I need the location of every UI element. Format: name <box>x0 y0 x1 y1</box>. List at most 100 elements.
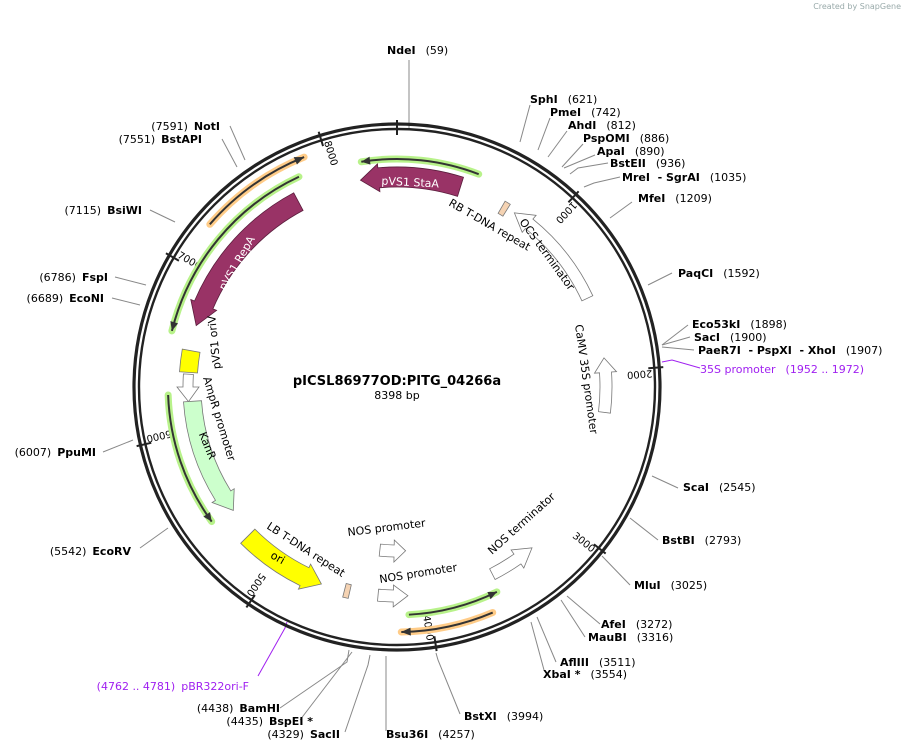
enzyme-name: ApaI <box>597 145 625 158</box>
enzyme-label[interactable]: AhdI (812) <box>568 119 636 132</box>
enzyme-label[interactable]: PaqCI (1592) <box>678 267 760 280</box>
enzyme-label[interactable]: MreI - SgrAI (1035) <box>622 171 746 184</box>
enzyme-label[interactable]: Bsu36I (4257) <box>386 728 475 741</box>
enzyme-label[interactable]: BstBI (2793) <box>662 534 741 547</box>
enzyme-label[interactable]: Eco53kI (1898) <box>692 318 787 331</box>
enzyme-position: (7115) <box>64 204 102 217</box>
enzyme-label[interactable]: (4435) BspEI * <box>226 715 313 728</box>
enzyme-position: (3994) <box>506 710 544 723</box>
feature-label-nos-promoter-1[interactable]: NOS promoter <box>347 516 427 539</box>
feature-label-pvs1-staa[interactable]: pVS1 StaA <box>381 175 440 191</box>
enzyme-label[interactable]: BstEII (936) <box>610 157 685 170</box>
enzyme-label[interactable]: ApaI (890) <box>597 145 665 158</box>
orf-line[interactable] <box>170 175 300 332</box>
primer-position: (1952 .. 1972) <box>785 363 865 376</box>
enzyme-position: (3554) <box>590 668 628 681</box>
feature-kanr[interactable] <box>183 400 235 511</box>
enzyme-label[interactable]: PspOMI (886) <box>583 132 669 145</box>
enzyme-label[interactable]: (4329) SacII <box>267 728 340 741</box>
feature-rb-t-dna-repeat[interactable] <box>497 200 511 217</box>
orf-arrowhead-icon <box>401 627 411 636</box>
tick-mark <box>593 543 607 555</box>
primer-label[interactable]: (4762 .. 4781) pBR322ori-F <box>97 680 249 693</box>
orf-arrowhead-icon <box>293 157 305 165</box>
tick-mark <box>648 366 664 370</box>
enzyme-position: (7591) <box>151 120 188 133</box>
feature-nos-terminator[interactable] <box>489 547 533 581</box>
enzyme-label[interactable]: MfeI (1209) <box>638 192 712 205</box>
enzyme-label[interactable]: SphI (621) <box>530 93 597 106</box>
feature-label-nos-terminator[interactable]: NOS terminator <box>485 490 558 557</box>
enzyme-label[interactable]: (4438) BamHI <box>197 702 280 715</box>
enzyme-position: (4438) <box>196 702 234 715</box>
enzyme-position: (1900) <box>729 331 767 344</box>
enzyme-label[interactable]: (5542) EcoRV <box>50 545 131 558</box>
orf-line[interactable] <box>361 157 480 176</box>
enzyme-position: (3511) <box>598 656 636 669</box>
enzyme-label[interactable]: (6007) PpuMI <box>15 446 96 459</box>
enzyme-position: (1209) <box>675 192 712 205</box>
feature-nos-promoter[interactable] <box>378 539 407 563</box>
feature-label-pvs1-oriv[interactable]: pVS1 oriV <box>205 314 224 369</box>
enzyme-label[interactable]: (6689) EcoNI <box>27 292 104 305</box>
enzyme-name: NotI <box>193 120 220 133</box>
feature-pvs1-oriv[interactable] <box>179 348 201 374</box>
enzyme-label[interactable]: AflIII (3511) <box>560 656 636 669</box>
enzyme-name: FspI <box>81 271 108 284</box>
enzyme-label[interactable]: NdeI (59) <box>387 44 448 57</box>
feature-label-camv-35s-promoter[interactable]: CaMV 35S promoter <box>572 324 600 436</box>
feature-pvs1-staa[interactable] <box>359 163 465 197</box>
enzyme-label[interactable]: PmeI (742) <box>550 106 621 119</box>
enzyme-label[interactable]: SacI (1900) <box>694 331 767 344</box>
enzyme-name: AhdI <box>568 119 597 132</box>
enzyme-name: BstXI <box>464 710 497 723</box>
feature-ori[interactable] <box>240 528 323 590</box>
enzyme-label[interactable]: ScaI (2545) <box>683 481 756 494</box>
enzyme-name: EcoNI <box>69 292 104 305</box>
feature-label-ocs-terminator[interactable]: OCS terminator <box>517 216 578 293</box>
enzyme-name: Bsu36I <box>386 728 429 741</box>
enzyme-name: AfeI <box>601 618 626 631</box>
primer-label[interactable]: 35S promoter (1952 .. 1972) <box>700 363 864 376</box>
tick-mark <box>136 441 152 448</box>
tick-mark <box>165 252 180 262</box>
enzyme-label[interactable]: BstXI (3994) <box>464 710 543 723</box>
enzyme-position: (6007) <box>14 446 52 459</box>
enzyme-label[interactable]: (7551) BstAPI <box>119 133 202 146</box>
enzyme-name: AflIII <box>560 656 589 669</box>
enzyme-label[interactable]: (6786) FspI <box>39 271 108 284</box>
enzyme-label[interactable]: (7591) NotI <box>151 120 220 133</box>
feature-label-nos-promoter-2[interactable]: NOS promoter <box>378 561 458 586</box>
enzyme-label[interactable]: (7115) BsiWI <box>64 204 142 217</box>
enzyme-label[interactable]: XbaI * (3554) <box>543 668 627 681</box>
enzyme-name: MreI - SgrAI <box>622 171 700 184</box>
orf-highlight <box>405 588 501 619</box>
enzyme-name: SacI <box>694 331 720 344</box>
feature-camv-35s-promoter[interactable] <box>593 357 618 414</box>
enzyme-label[interactable]: PaeR7I - PspXI - XhoI (1907) <box>698 344 882 357</box>
enzyme-label[interactable]: AfeI (3272) <box>601 618 672 631</box>
enzyme-position: (3025) <box>670 579 708 592</box>
tick-label: 5000 <box>244 571 267 598</box>
orf-line[interactable] <box>209 156 305 225</box>
enzyme-name: BstBI <box>662 534 695 547</box>
enzyme-name: PspOMI <box>583 132 630 145</box>
enzyme-position: (2793) <box>704 534 742 547</box>
enzyme-label[interactable]: MauBI (3316) <box>588 631 673 644</box>
feature-ampr-promoter[interactable] <box>176 373 200 403</box>
enzyme-label[interactable]: MluI (3025) <box>634 579 707 592</box>
enzyme-leader-lines <box>102 60 701 733</box>
feature-pvs1-repa[interactable] <box>190 192 304 327</box>
enzyme-position: (4435) <box>226 715 263 728</box>
feature-nos-promoter[interactable] <box>377 584 409 608</box>
enzyme-name: SacII <box>309 728 340 741</box>
enzyme-position: (59) <box>425 44 449 57</box>
enzyme-position: (7551) <box>118 133 156 146</box>
feature-lb-t-dna-repeat[interactable] <box>342 583 352 599</box>
feature-label-ori[interactable]: ori <box>268 549 287 567</box>
tick-mark <box>433 636 438 652</box>
orf-line[interactable] <box>167 394 213 523</box>
enzyme-name: MfeI <box>638 192 666 205</box>
feature-ocs-terminator[interactable] <box>513 212 594 302</box>
